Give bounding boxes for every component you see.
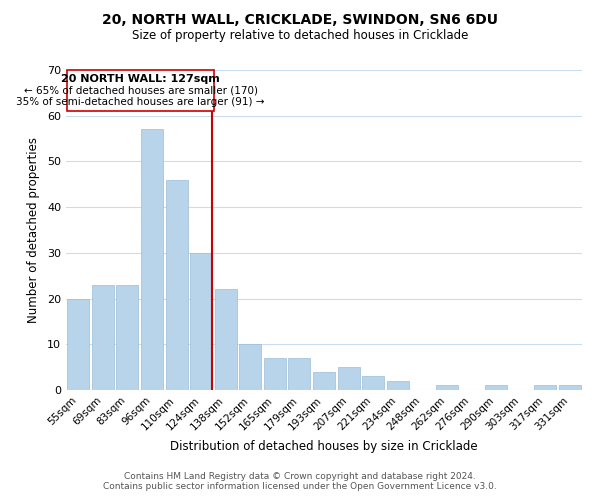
Bar xyxy=(67,298,89,390)
Bar xyxy=(166,180,188,390)
Text: Contains public sector information licensed under the Open Government Licence v3: Contains public sector information licen… xyxy=(103,482,497,491)
Bar xyxy=(215,290,237,390)
Bar xyxy=(436,386,458,390)
Bar xyxy=(338,367,359,390)
Bar xyxy=(92,285,114,390)
Bar xyxy=(239,344,262,390)
Bar xyxy=(116,285,139,390)
X-axis label: Distribution of detached houses by size in Cricklade: Distribution of detached houses by size … xyxy=(170,440,478,453)
Text: 20, NORTH WALL, CRICKLADE, SWINDON, SN6 6DU: 20, NORTH WALL, CRICKLADE, SWINDON, SN6 … xyxy=(102,12,498,26)
Bar xyxy=(559,386,581,390)
Bar xyxy=(313,372,335,390)
Text: 20 NORTH WALL: 127sqm: 20 NORTH WALL: 127sqm xyxy=(61,74,220,85)
Text: Size of property relative to detached houses in Cricklade: Size of property relative to detached ho… xyxy=(132,29,468,42)
Bar xyxy=(534,386,556,390)
Bar xyxy=(190,253,212,390)
Bar xyxy=(386,381,409,390)
Text: ← 65% of detached houses are smaller (170): ← 65% of detached houses are smaller (17… xyxy=(23,86,257,96)
Bar xyxy=(362,376,384,390)
Text: 35% of semi-detached houses are larger (91) →: 35% of semi-detached houses are larger (… xyxy=(16,97,265,107)
Bar xyxy=(289,358,310,390)
Bar xyxy=(141,130,163,390)
Y-axis label: Number of detached properties: Number of detached properties xyxy=(27,137,40,323)
Text: Contains HM Land Registry data © Crown copyright and database right 2024.: Contains HM Land Registry data © Crown c… xyxy=(124,472,476,481)
FancyBboxPatch shape xyxy=(67,70,214,111)
Bar xyxy=(485,386,507,390)
Bar xyxy=(264,358,286,390)
